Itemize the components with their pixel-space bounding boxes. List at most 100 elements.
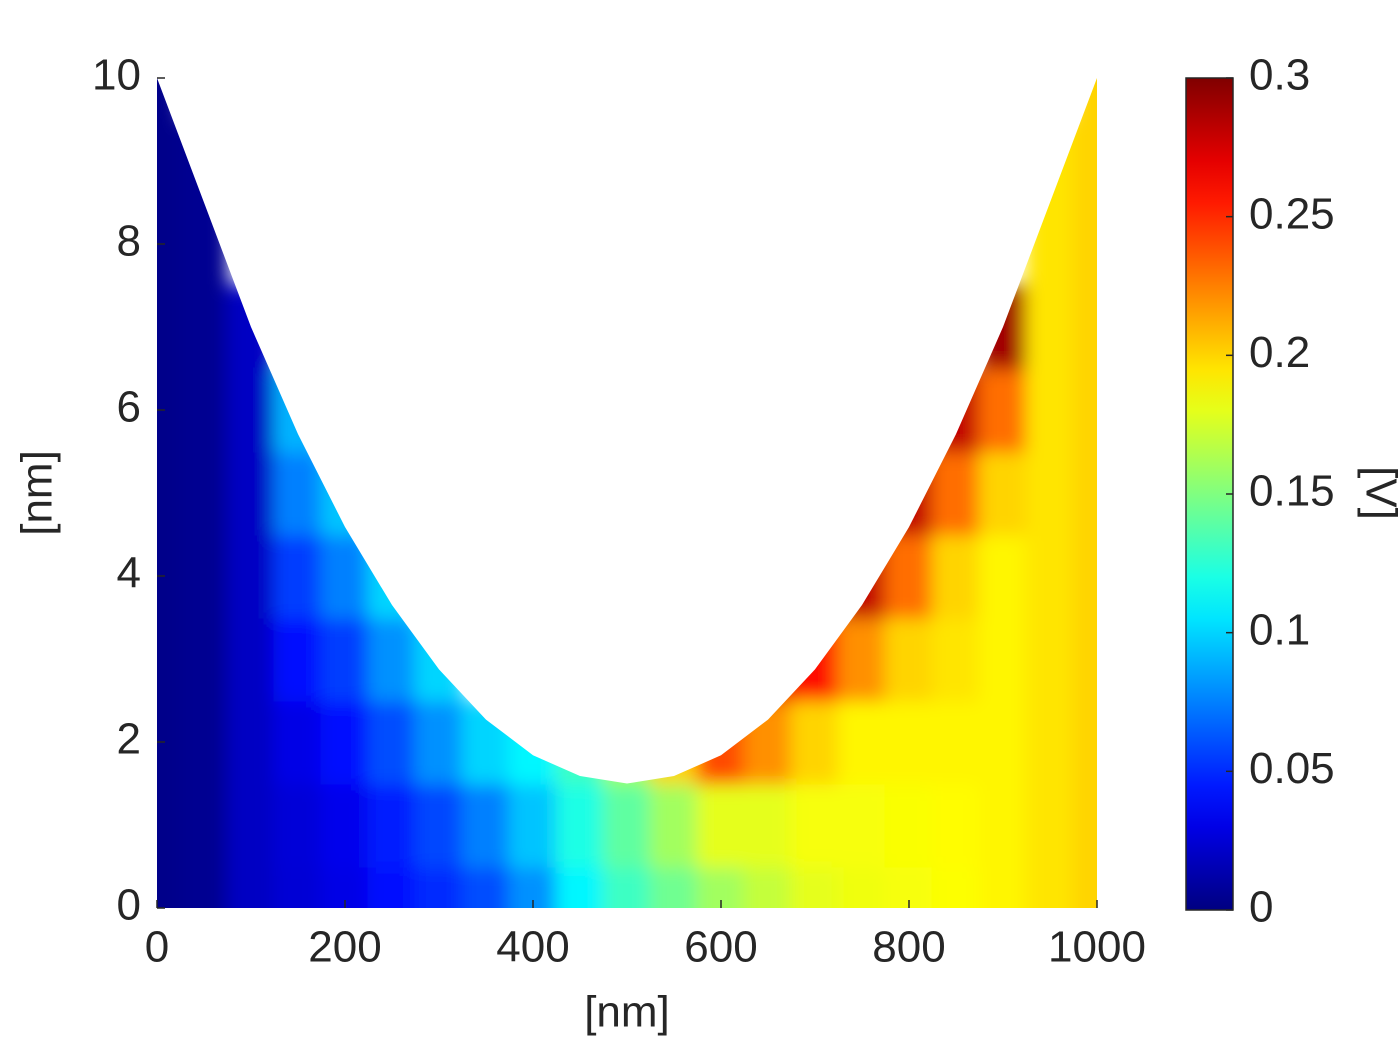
- colorbar-tick-label: 0.1: [1249, 605, 1310, 654]
- field-cell: [179, 367, 229, 453]
- field-cell: [273, 450, 323, 536]
- field-cell: [978, 865, 1028, 908]
- field-cell: [508, 782, 558, 868]
- field-cell: [273, 367, 323, 453]
- field-cell: [226, 616, 276, 702]
- field-cell: [743, 782, 793, 868]
- field-cell: [179, 201, 229, 287]
- field-cell: [884, 450, 934, 536]
- field-cell: [837, 699, 887, 785]
- y-tick-label: 8: [117, 217, 141, 266]
- field-cell: [414, 616, 464, 702]
- x-axis-label: [nm]: [584, 988, 670, 1037]
- field-cell: [931, 616, 981, 702]
- x-tick-label: 800: [872, 923, 945, 972]
- x-tick-label: 200: [308, 923, 381, 972]
- field-cell: [367, 865, 417, 908]
- field-cell: [1025, 533, 1075, 619]
- field-cell: [226, 533, 276, 619]
- field-cell: [837, 616, 887, 702]
- field-cell: [226, 450, 276, 536]
- field-cell: [1025, 118, 1075, 204]
- field-cell: [157, 865, 182, 908]
- field-cell: [179, 699, 229, 785]
- field-cell: [1072, 450, 1097, 536]
- field-cell: [978, 450, 1028, 536]
- field-cell: [414, 865, 464, 908]
- y-axis-label: [nm]: [13, 450, 62, 536]
- colorbar-tick-label: 0.05: [1249, 744, 1335, 793]
- field-cell: [978, 699, 1028, 785]
- field-cell: [179, 616, 229, 702]
- field-cell: [790, 865, 840, 908]
- field-cell: [1072, 616, 1097, 702]
- field-cell: [978, 367, 1028, 453]
- y-tick-label: 2: [117, 715, 141, 764]
- field-cell: [790, 699, 840, 785]
- field-cell: [461, 865, 511, 908]
- field-cell: [320, 699, 370, 785]
- field-cell: [273, 699, 323, 785]
- field-cell: [837, 782, 887, 868]
- field-cell: [1072, 699, 1097, 785]
- field-cell: [226, 865, 276, 908]
- field-cell: [179, 284, 229, 370]
- field-cell: [1072, 782, 1097, 868]
- colorbar-tick-label: 0: [1249, 883, 1273, 932]
- y-tick-label: 6: [117, 383, 141, 432]
- field-cell: [179, 782, 229, 868]
- field-cell: [179, 118, 229, 204]
- field-cell: [1072, 118, 1097, 204]
- field-cell: [555, 782, 605, 868]
- field-cell: [273, 616, 323, 702]
- field-cell: [226, 284, 276, 370]
- field-cell: [157, 782, 182, 868]
- field-cell: [837, 533, 887, 619]
- field-cell: [649, 782, 699, 868]
- field-cell: [1072, 367, 1097, 453]
- field-cell: [320, 533, 370, 619]
- field-cell: [1072, 201, 1097, 287]
- field-cell: [179, 533, 229, 619]
- field-cell: [931, 699, 981, 785]
- field-cell: [179, 450, 229, 536]
- x-tick-label: 1000: [1048, 923, 1146, 972]
- field-cells: [157, 78, 1097, 908]
- field-cell: [273, 865, 323, 908]
- x-tick-label: 600: [684, 923, 757, 972]
- colorbar-label: [V]: [1356, 466, 1400, 520]
- field-cell: [320, 782, 370, 868]
- field-cell: [1025, 782, 1075, 868]
- colorbar-tick-label: 0.2: [1249, 328, 1310, 377]
- field-cell: [157, 450, 182, 536]
- field-cell: [978, 616, 1028, 702]
- field-cell: [179, 865, 229, 908]
- y-tick-label: 0: [117, 881, 141, 930]
- field-cell: [157, 284, 182, 370]
- field-cell: [1025, 865, 1075, 908]
- field-cell: [743, 616, 793, 702]
- field-cell: [696, 782, 746, 868]
- colorbar-tick-label: 0.15: [1249, 467, 1335, 516]
- field-cell: [884, 782, 934, 868]
- field-cell: [884, 616, 934, 702]
- colorbar-tick-label: 0.3: [1249, 51, 1310, 100]
- field-cell: [1072, 533, 1097, 619]
- colorbar-tick-label: 0.25: [1249, 189, 1335, 238]
- field-cell: [602, 782, 652, 868]
- field-cell: [461, 782, 511, 868]
- field-cell: [1025, 201, 1075, 287]
- field-cell: [931, 782, 981, 868]
- field-cell: [226, 782, 276, 868]
- field-cell: [696, 699, 746, 785]
- field-cell: [273, 782, 323, 868]
- field-cell: [931, 533, 981, 619]
- field-cell: [649, 865, 699, 908]
- field-cell: [1025, 367, 1075, 453]
- field-cell: [555, 699, 605, 785]
- field-cell: [1025, 699, 1075, 785]
- field-cell: [157, 118, 182, 204]
- field-cell: [649, 699, 699, 785]
- field-cell: [1025, 450, 1075, 536]
